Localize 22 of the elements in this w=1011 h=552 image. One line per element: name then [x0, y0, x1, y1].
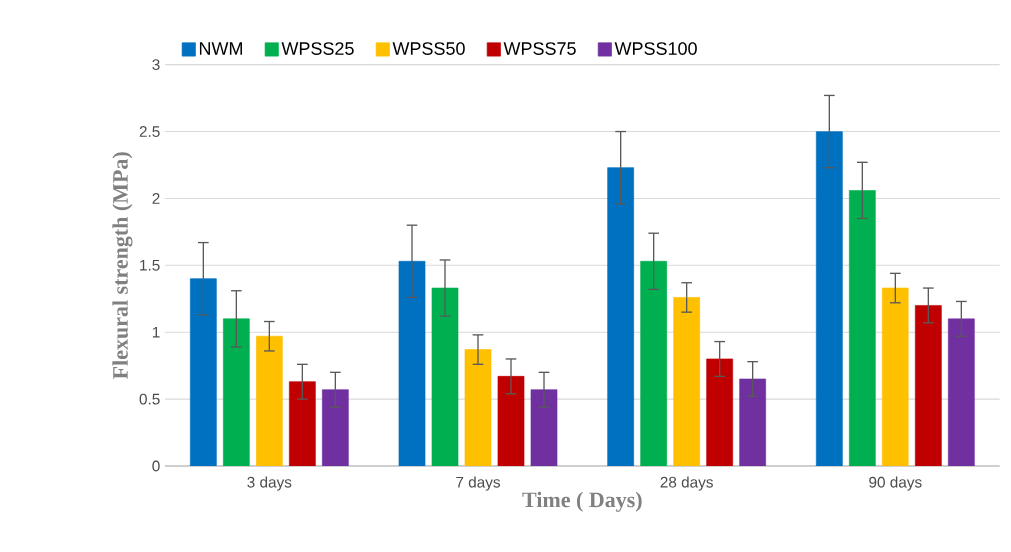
x-tick-label: 3 days — [247, 476, 292, 491]
x-axis-title: Time ( Days) — [522, 491, 642, 512]
y-tick-label: 2 — [152, 193, 160, 204]
bar — [431, 287, 459, 466]
y-tick-label: 3 — [152, 59, 160, 71]
legend-label: WPSS75 — [503, 42, 576, 55]
x-tick-label: 28 days — [660, 476, 713, 491]
y-tick-label: 0.5 — [139, 393, 160, 405]
bar — [848, 190, 876, 466]
x-tick-label: 7 days — [456, 476, 501, 491]
bar — [640, 260, 668, 466]
legend-label: WPSS25 — [281, 42, 354, 55]
legend-label: NWM — [199, 42, 242, 55]
y-tick-label: 1.5 — [140, 259, 160, 271]
y-axis-title: Flexural strength (MPa) — [112, 152, 133, 379]
legend-label: WPSS50 — [392, 42, 465, 55]
y-tick-label: 0 — [152, 460, 160, 472]
legend-label: WPSS100 — [614, 42, 697, 55]
bar — [223, 318, 250, 466]
y-tick-label: 1 — [152, 326, 160, 338]
y-tick-label: 2.5 — [139, 126, 160, 137]
x-tick-label: 90 days — [869, 476, 922, 491]
